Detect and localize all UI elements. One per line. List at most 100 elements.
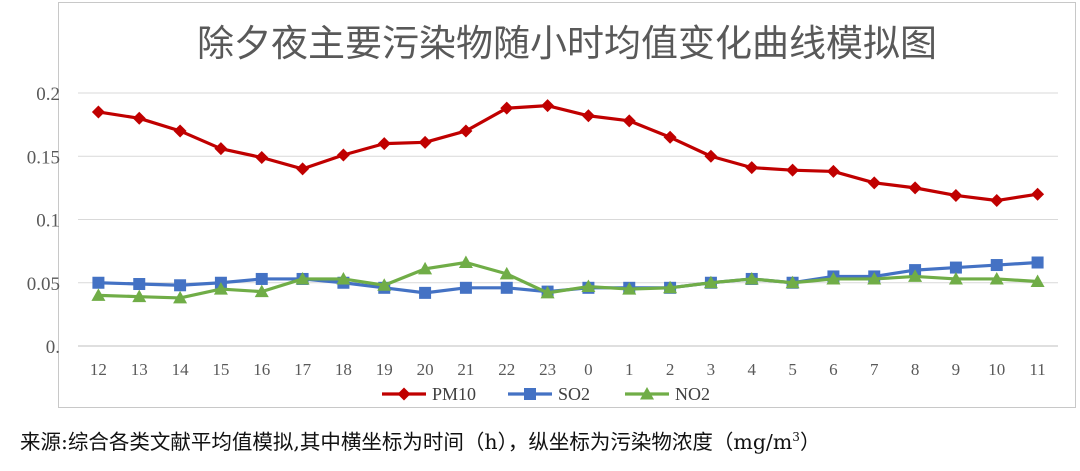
- data-point: [91, 105, 105, 119]
- data-point: [459, 281, 472, 294]
- legend-marker: [640, 387, 654, 400]
- data-point: [867, 176, 881, 190]
- x-tick-label: 13: [131, 360, 148, 379]
- y-axis-ticks: 0. 0.05 0.1 0.15 0.2: [27, 84, 60, 358]
- data-point: [255, 272, 268, 285]
- y-tick-label: 0.05: [27, 274, 60, 295]
- x-axis-ticks: 12 13 14 15 16 17 18 19 20 21 22 23 0 1 2 3 4 5 6 7 8 9 10 11: [90, 360, 1046, 379]
- data-point: [336, 271, 351, 285]
- legend-label: NO2: [675, 384, 710, 404]
- legend-marker: [524, 388, 536, 400]
- legend-item: NO2: [625, 384, 710, 404]
- data-point: [622, 114, 636, 128]
- x-tick-label: 0: [584, 360, 593, 379]
- data-point: [173, 124, 187, 138]
- data-point: [418, 261, 433, 275]
- data-point: [745, 161, 759, 175]
- data-point: [785, 275, 800, 289]
- data-point: [500, 281, 513, 294]
- data-point: [174, 279, 187, 292]
- x-tick-label: 12: [90, 360, 107, 379]
- series-pm10: [91, 99, 1045, 208]
- data-point: [786, 163, 800, 177]
- legend-label: PM10: [432, 384, 476, 404]
- data-point: [826, 271, 841, 285]
- legend-label: SO2: [558, 384, 590, 404]
- x-tick-label: 17: [294, 360, 312, 379]
- data-point: [419, 286, 432, 299]
- x-tick-label: 21: [457, 360, 474, 379]
- x-tick-label: 8: [911, 360, 920, 379]
- x-tick-label: 5: [788, 360, 797, 379]
- caption-superscript: 3: [792, 430, 800, 445]
- data-point: [92, 276, 105, 289]
- legend-item: SO2: [508, 384, 590, 404]
- x-tick-label: 15: [212, 360, 229, 379]
- data-point: [908, 181, 922, 195]
- data-point: [704, 149, 718, 163]
- x-tick-label: 11: [1029, 360, 1045, 379]
- data-point: [989, 271, 1004, 285]
- data-point: [173, 290, 188, 304]
- series-line: [98, 104, 1038, 203]
- data-point: [1031, 256, 1044, 269]
- data-point: [581, 279, 596, 293]
- data-point: [500, 101, 514, 115]
- gridlines: [78, 92, 1058, 347]
- x-tick-label: 9: [952, 360, 961, 379]
- data-point: [132, 111, 146, 125]
- legend-marker: [397, 387, 411, 401]
- series: [91, 99, 1045, 304]
- data-point: [949, 188, 963, 202]
- data-point: [377, 278, 392, 291]
- data-point: [214, 142, 228, 156]
- data-point: [541, 99, 555, 113]
- series-no2: [91, 255, 1045, 304]
- x-tick-label: 20: [417, 360, 434, 379]
- data-point: [213, 282, 228, 295]
- data-point: [336, 148, 350, 162]
- x-tick-label: 4: [748, 360, 757, 379]
- x-tick-label: 1: [625, 360, 634, 379]
- x-tick-label: 22: [498, 360, 515, 379]
- data-point: [908, 269, 923, 282]
- x-tick-label: 14: [172, 360, 190, 379]
- data-point: [744, 271, 759, 285]
- data-point: [703, 275, 718, 289]
- data-point: [867, 271, 882, 285]
- y-tick-label: 0.1: [36, 211, 60, 232]
- y-tick-label: 0.: [46, 337, 60, 358]
- data-point: [948, 271, 963, 285]
- y-tick-label: 0.15: [27, 147, 60, 168]
- source-caption: 来源:综合各类文献平均值模拟,其中横坐标为时间（h），纵坐标为污染物浓度（mg/…: [20, 425, 820, 455]
- data-point: [418, 135, 432, 149]
- data-point: [499, 266, 514, 280]
- data-point: [622, 282, 637, 295]
- x-tick-label: 18: [335, 360, 352, 379]
- legend-item: PM10: [382, 384, 476, 404]
- chart-title: 除夕夜主要污染物随小时均值变化曲线模拟图: [197, 22, 937, 65]
- series-line: [98, 260, 1038, 300]
- data-point: [1030, 274, 1045, 287]
- x-tick-label: 6: [829, 360, 838, 379]
- data-point: [459, 124, 473, 138]
- x-tick-label: 10: [988, 360, 1005, 379]
- caption-closing: ）: [799, 430, 821, 454]
- data-point: [133, 278, 146, 291]
- data-point: [254, 284, 269, 298]
- legend: PM10 SO2 NO2: [382, 384, 710, 404]
- data-point: [458, 255, 473, 269]
- data-point: [540, 285, 555, 299]
- x-tick-label: 3: [707, 360, 716, 379]
- data-point: [296, 162, 310, 176]
- data-point: [255, 151, 269, 165]
- caption-text: 来源:综合各类文献平均值模拟,其中横坐标为时间（h），纵坐标为污染物浓度（mg/…: [20, 430, 793, 454]
- data-point: [663, 130, 677, 144]
- data-point: [295, 271, 310, 285]
- data-point: [581, 109, 595, 123]
- x-tick-label: 2: [666, 360, 675, 379]
- data-point: [990, 194, 1004, 208]
- data-point: [949, 261, 962, 274]
- data-point: [132, 289, 147, 303]
